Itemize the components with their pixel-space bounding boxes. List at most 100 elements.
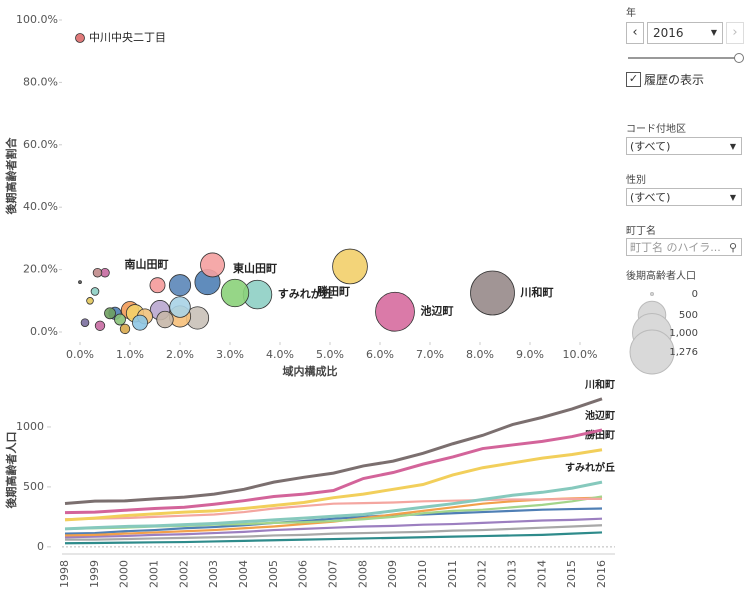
x-tick-label: 7.0%	[416, 348, 444, 361]
x-tick-label: 2005	[267, 560, 280, 588]
x-tick-label: 2003	[207, 560, 220, 588]
x-tick-label: 2.0%	[166, 348, 194, 361]
charts: 0.0% 1.0% 2.0% 3.0% 4.0% 5.0% 6.0% 7.0% 8.0% 9.0%…	[4, 13, 615, 588]
y-tick-label: 60.0%	[23, 138, 58, 151]
bubble	[92, 267, 103, 278]
year-slider[interactable]	[628, 57, 738, 59]
x-tick-label: 2007	[327, 560, 340, 588]
bubble	[104, 307, 116, 320]
size-legend-label: 1,000	[669, 328, 698, 339]
bubble	[90, 287, 100, 296]
town-label: 町丁名	[626, 226, 656, 237]
bubble	[169, 296, 191, 318]
slider-handle[interactable]	[734, 53, 744, 63]
series-line	[65, 524, 603, 541]
highlight-dot	[75, 33, 85, 43]
year-label: 年	[626, 8, 636, 19]
x-tick-label: 2016	[595, 560, 608, 588]
x-tick-label: 2004	[237, 560, 250, 588]
town-search[interactable]: 町丁名 のハイラ... ⚲	[626, 238, 742, 256]
x-tick-label: 2010	[416, 560, 429, 588]
x-tick-label: 2009	[386, 560, 399, 588]
sex-label: 性別	[626, 175, 646, 186]
y-tick-label: 0	[37, 540, 44, 553]
sex-value: (すべて)	[630, 191, 671, 204]
x-tick-label: 2011	[446, 560, 459, 588]
bubble-label: 南山田町	[124, 257, 168, 271]
year-select[interactable]: 2016 ▼	[647, 22, 723, 44]
bubble	[470, 270, 515, 316]
code-select[interactable]: (すべて) ▼	[626, 137, 742, 155]
size-legend-label: 1,276	[669, 347, 698, 358]
next-year[interactable]: ›	[726, 22, 744, 44]
series-line	[64, 497, 602, 521]
series-line	[64, 531, 603, 545]
series-label: 池辺町	[585, 409, 615, 422]
bubble-label: 川和町	[520, 285, 554, 299]
bubble-label: 勝田町	[317, 284, 350, 298]
bubble	[132, 314, 148, 331]
series-label: 川和町	[584, 378, 615, 391]
series-line	[64, 517, 603, 539]
history-label: 履歴の表示	[644, 73, 705, 87]
size-legend-label: 0	[692, 289, 698, 300]
y-tick-label: 80.0%	[23, 75, 58, 88]
x-tick-label: 3.0%	[216, 348, 244, 361]
bubble-label: 東山田町	[233, 261, 277, 275]
bubble	[119, 323, 131, 335]
bubble-label: 池辺町	[420, 304, 453, 318]
series-line	[64, 507, 603, 535]
bubble	[375, 291, 415, 332]
size-legend-circle	[629, 329, 675, 375]
x-tick-label: 2008	[356, 560, 369, 588]
bubble	[220, 278, 250, 308]
y-tick-label: 40.0%	[23, 200, 58, 213]
bubble	[94, 320, 106, 331]
series-line	[64, 428, 603, 515]
series-label: すみれが丘	[565, 461, 615, 474]
x-tick-label: 6.0%	[366, 348, 394, 361]
x-tick-label: 1.0%	[116, 348, 144, 361]
bubble	[149, 277, 166, 294]
bubble-label: すみれが丘	[278, 287, 333, 301]
x-tick-label: 0.0%	[66, 348, 94, 361]
sex-select[interactable]: (すべて) ▼	[626, 188, 742, 206]
bubble	[86, 297, 94, 305]
x-tick-label: 1999	[88, 560, 101, 588]
bubble	[156, 310, 174, 329]
x-tick-label: 2002	[177, 560, 190, 588]
bubble	[168, 274, 192, 297]
size-legend: 後期高齢者人口 0 500 1,000 1,276	[626, 269, 698, 375]
y-tick-label: 500	[23, 480, 44, 493]
x-tick-label: 2015	[565, 560, 578, 588]
series-line	[64, 397, 603, 505]
bubble	[332, 248, 368, 285]
y-axis-label: 後期高齢者割合	[4, 137, 18, 215]
series-line	[64, 480, 603, 531]
year-value: 2016	[653, 26, 684, 40]
x-tick-label: 4.0%	[266, 348, 294, 361]
y-tick-label: 0.0%	[30, 325, 58, 338]
code-label: コード付地区	[626, 124, 686, 135]
bubble	[114, 313, 126, 326]
x-tick-label: 9.0%	[516, 348, 544, 361]
series-line	[64, 448, 603, 522]
x-tick-label: 2001	[148, 560, 161, 588]
prev-year[interactable]: ‹	[626, 22, 644, 44]
x-tick-label: 2000	[118, 560, 131, 588]
size-legend-circle	[650, 292, 654, 296]
size-legend-title: 後期高齢者人口	[626, 269, 696, 282]
x-tick-label: 1998	[58, 560, 71, 588]
town-placeholder: 町丁名 のハイラ...	[630, 241, 721, 254]
bubble	[78, 280, 82, 284]
highlight-label: 中川中央二丁目	[89, 31, 166, 44]
y-tick-label: 20.0%	[23, 263, 58, 276]
x-tick-label: 2012	[476, 560, 489, 588]
x-axis-label: 域内構成比	[283, 364, 338, 378]
bubble	[200, 252, 225, 278]
history-checkbox[interactable]: ✓	[626, 72, 641, 87]
x-tick-label: 2014	[535, 560, 548, 588]
x-tick-label: 10.0%	[563, 348, 598, 361]
x-tick-label: 5.0%	[316, 348, 344, 361]
